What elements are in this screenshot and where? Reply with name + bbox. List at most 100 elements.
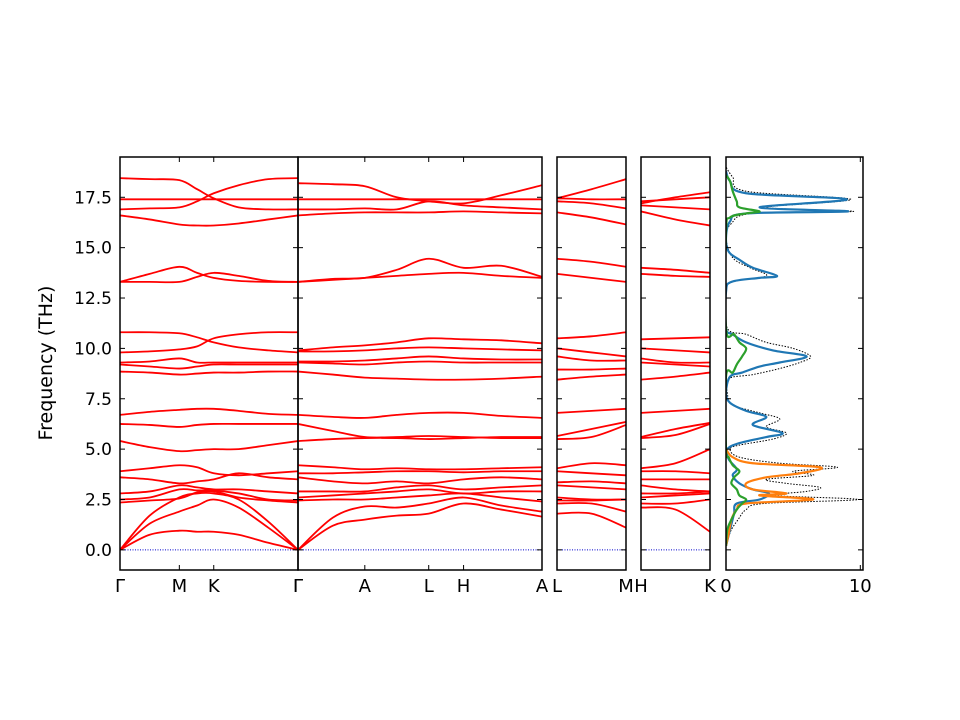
phonon-band [641, 470, 710, 475]
phonon-band [641, 196, 710, 203]
phonon-band [557, 470, 626, 477]
phonon-band [557, 424, 626, 440]
partial-dos-line [726, 174, 761, 546]
y-tick-label: 17.5 [74, 188, 112, 208]
phonon-band [298, 476, 542, 485]
phonon-band [120, 331, 298, 354]
phonon-band [641, 336, 710, 341]
phonon-band [557, 502, 626, 513]
panel-frame [640, 156, 711, 571]
phonon-band [557, 347, 626, 358]
x-tick-label: 10 [849, 576, 872, 597]
phonon-band [298, 423, 542, 440]
phonon-band [298, 210, 542, 217]
partial-dos-line [726, 170, 850, 547]
phonon-band [120, 440, 298, 453]
x-tick-label: Γ [115, 576, 125, 597]
phonon-band [120, 177, 298, 211]
phonon-band [298, 502, 542, 551]
x-tick-label: Γ [293, 576, 303, 597]
phonon-band [298, 411, 542, 419]
phonon-band [641, 407, 710, 414]
x-tick-label: L [552, 576, 562, 597]
phonon-band [298, 355, 542, 363]
y-tick-label: 7.5 [85, 390, 112, 410]
phonon-band [298, 182, 542, 205]
phonon-band [641, 492, 710, 499]
phonon-band [641, 204, 710, 211]
phonon-band [641, 448, 710, 470]
x-tick-label: H [457, 576, 471, 597]
phonon-band [120, 407, 298, 416]
phonon-band [557, 367, 626, 371]
x-tick-label: K [704, 576, 717, 597]
phonon-band [298, 470, 542, 475]
phonon-band [641, 498, 710, 505]
phonon-band [557, 480, 626, 485]
phonon-band [298, 346, 542, 353]
phonon-band [120, 498, 298, 551]
phonon-band [298, 436, 542, 442]
phonon-band [557, 272, 626, 283]
panel-frame [556, 156, 627, 571]
phonon-band [641, 506, 710, 533]
phonon-band [120, 265, 298, 283]
phonon-band [557, 197, 626, 201]
phonon-band [557, 373, 626, 381]
y-axis-label: Frequency (THz) [35, 286, 57, 441]
y-tick-label: 12.5 [74, 289, 112, 309]
x-tick-label: A [536, 576, 549, 597]
phonon-band [298, 271, 542, 283]
phonon-band [641, 347, 710, 354]
phonon-band [298, 360, 542, 366]
phonon-band [298, 257, 542, 283]
panel-plot-area [298, 182, 542, 551]
phonon-band [120, 472, 298, 485]
phonon-band [120, 331, 298, 354]
x-tick-label: K [208, 576, 221, 597]
phonon-band [298, 488, 542, 499]
panel-plot-area [557, 178, 626, 551]
panel-5: 0 10 [720, 156, 872, 597]
phonon-band [120, 464, 298, 477]
phonon-band [557, 462, 626, 470]
phonon-band [641, 191, 710, 205]
x-tick-label: Γ [293, 576, 303, 597]
phonon-band [557, 407, 626, 414]
phonon-band [120, 271, 298, 284]
phonon-band [641, 210, 710, 227]
phonon-band [557, 211, 626, 226]
x-tick-label: M [172, 576, 188, 597]
phonon-band [557, 421, 626, 437]
phonon-band [120, 529, 298, 551]
x-tick-label: H [634, 576, 648, 597]
partial-dos-line [726, 448, 823, 547]
phonon-band [298, 484, 542, 493]
phonon-band [298, 200, 542, 211]
panel-frame [725, 156, 864, 571]
panel-plot-area [726, 166, 859, 547]
panel-plot-area [120, 177, 298, 551]
phonon-band [120, 370, 298, 376]
phonon-band [557, 511, 626, 529]
phonon-band [557, 200, 626, 210]
total-dos-line [726, 166, 859, 543]
phonon-band [120, 491, 298, 551]
y-tick-label: 0.0 [85, 541, 112, 561]
panel-frame [297, 156, 543, 571]
phonon-band [557, 355, 626, 362]
x-tick-label: A [359, 576, 372, 597]
phonon-band [641, 371, 710, 381]
x-tick-label: L [424, 576, 434, 597]
phonon-band [120, 422, 298, 428]
phonon-band [298, 492, 542, 503]
phonon-band [120, 214, 298, 227]
x-tick-label: 0 [720, 576, 731, 597]
y-tick-label: 15.0 [74, 239, 112, 259]
phonon-band [641, 423, 710, 439]
phonon-band [120, 357, 298, 364]
phonon-band [298, 337, 542, 352]
